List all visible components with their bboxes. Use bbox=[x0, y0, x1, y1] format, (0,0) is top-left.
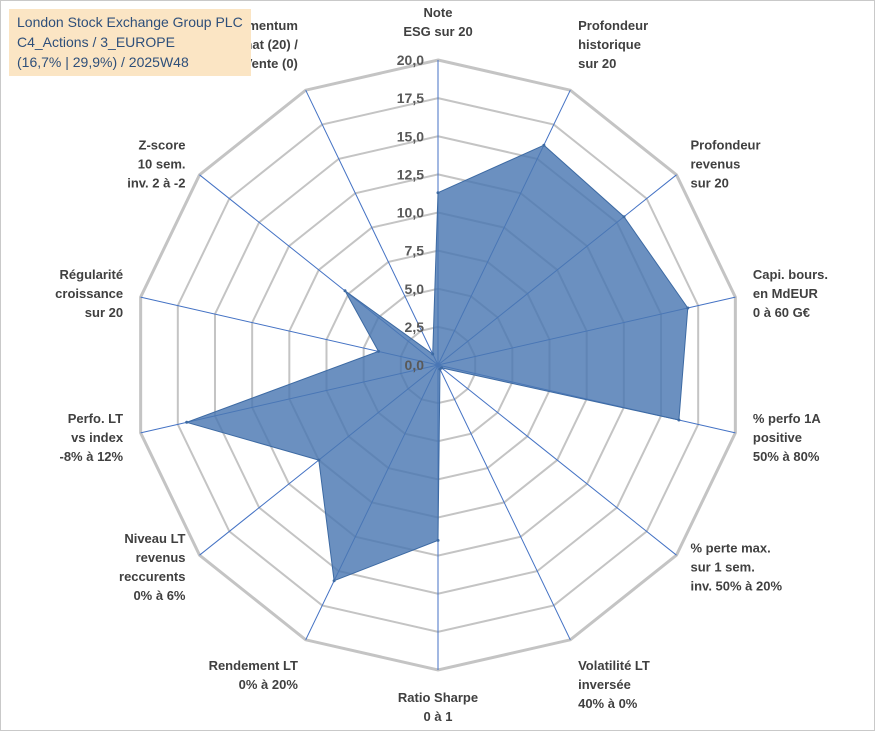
tick-label: 10,0 bbox=[397, 205, 424, 221]
category-label-8: Ratio Sharpe 0 à 1 bbox=[398, 690, 478, 724]
tick-label: 15,0 bbox=[397, 128, 424, 144]
axis-spoke-14 bbox=[305, 89, 439, 366]
data-point-1 bbox=[436, 191, 440, 195]
data-point-8 bbox=[436, 538, 440, 542]
category-label-10: Niveau LT revenus reccurents 0% à 6% bbox=[119, 531, 186, 603]
category-label-7: Volatilité LT inversée 40% à 0% bbox=[578, 658, 650, 711]
category-label-2: Profondeur historique sur 20 bbox=[578, 18, 648, 71]
radial-tick-labels: 0,0 2,5 5,0 7,5 10,0 12,5 15,0 17,5 20,0 bbox=[397, 52, 424, 373]
category-label-5: % perfo 1A positive 50% à 80% bbox=[753, 411, 822, 464]
title-line-company: London Stock Exchange Group PLC bbox=[17, 14, 243, 30]
chart-title: London Stock Exchange Group PLC C4_Actio… bbox=[9, 9, 251, 76]
category-label-4: Capi. bours. en MdEUR 0 à 60 G€ bbox=[753, 267, 828, 320]
data-point-5 bbox=[677, 418, 681, 422]
data-point-13 bbox=[343, 289, 347, 293]
data-point-11 bbox=[185, 420, 189, 424]
data-point-12 bbox=[377, 349, 380, 353]
data-point-9 bbox=[332, 579, 336, 583]
axis-spoke-7 bbox=[437, 364, 571, 641]
tick-label: 5,0 bbox=[405, 281, 425, 297]
category-label-9: Rendement LT 0% à 20% bbox=[209, 658, 299, 692]
tick-label: 2,5 bbox=[405, 319, 425, 335]
data-point-2 bbox=[542, 143, 546, 147]
tick-label: 17,5 bbox=[397, 90, 424, 106]
data-point-14 bbox=[431, 352, 435, 356]
category-label-3: Profondeur revenus sur 20 bbox=[691, 138, 761, 191]
category-label-13: Z-score 10 sem. inv. 2 à -2 bbox=[127, 138, 185, 191]
tick-label: 7,5 bbox=[405, 243, 425, 259]
category-label-11: Perfo. LT vs index -8% à 12% bbox=[60, 411, 124, 464]
title-line-category: C4_Actions / 3_EUROPE bbox=[17, 34, 175, 50]
data-point-10 bbox=[317, 458, 321, 462]
data-point-3 bbox=[622, 215, 626, 219]
tick-label: 12,5 bbox=[397, 166, 424, 182]
category-label-6: % perte max. sur 1 sem. inv. 50% à 20% bbox=[691, 540, 783, 593]
title-line-period: (16,7% | 29,9%) / 2025W48 bbox=[17, 54, 189, 70]
tick-label: 20,0 bbox=[397, 52, 424, 68]
series-area bbox=[185, 144, 689, 582]
category-label-1: Note ESG sur 20 bbox=[403, 5, 472, 39]
tick-label: 0,0 bbox=[405, 357, 425, 373]
data-point-4 bbox=[686, 306, 690, 310]
category-label-12: Régularité croissance sur 20 bbox=[55, 267, 123, 320]
data-point-7 bbox=[438, 367, 442, 371]
radar-series bbox=[185, 143, 690, 583]
axis-spoke-6 bbox=[437, 364, 677, 556]
